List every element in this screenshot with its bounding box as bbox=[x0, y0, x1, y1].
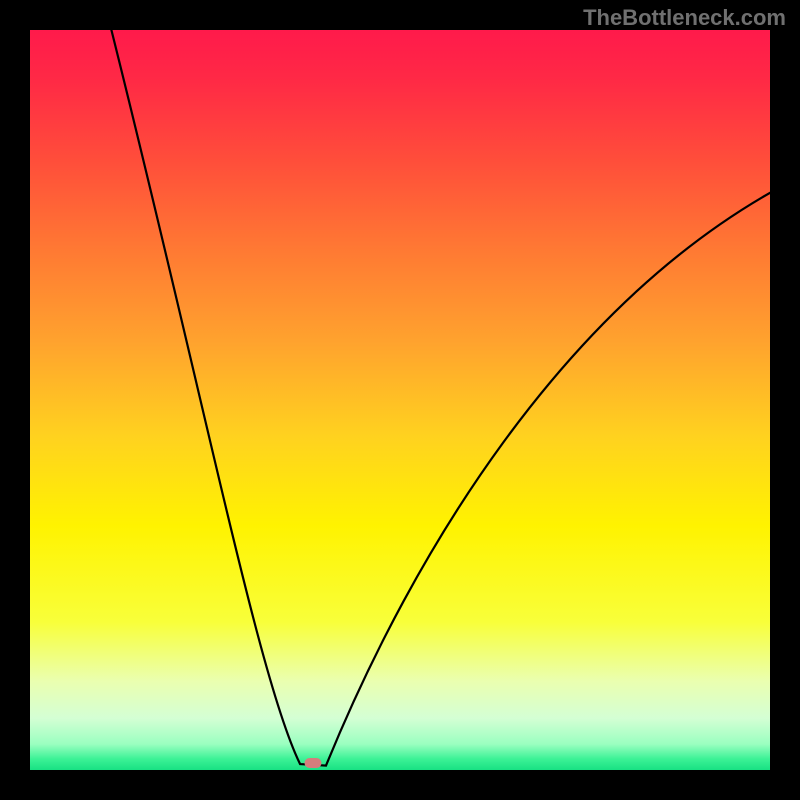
plot-area bbox=[30, 30, 770, 770]
watermark: TheBottleneck.com bbox=[583, 5, 786, 31]
chart-container: TheBottleneck.com bbox=[0, 0, 800, 800]
gradient-background bbox=[30, 30, 770, 770]
minimum-marker bbox=[305, 758, 322, 768]
plot-svg bbox=[30, 30, 770, 770]
